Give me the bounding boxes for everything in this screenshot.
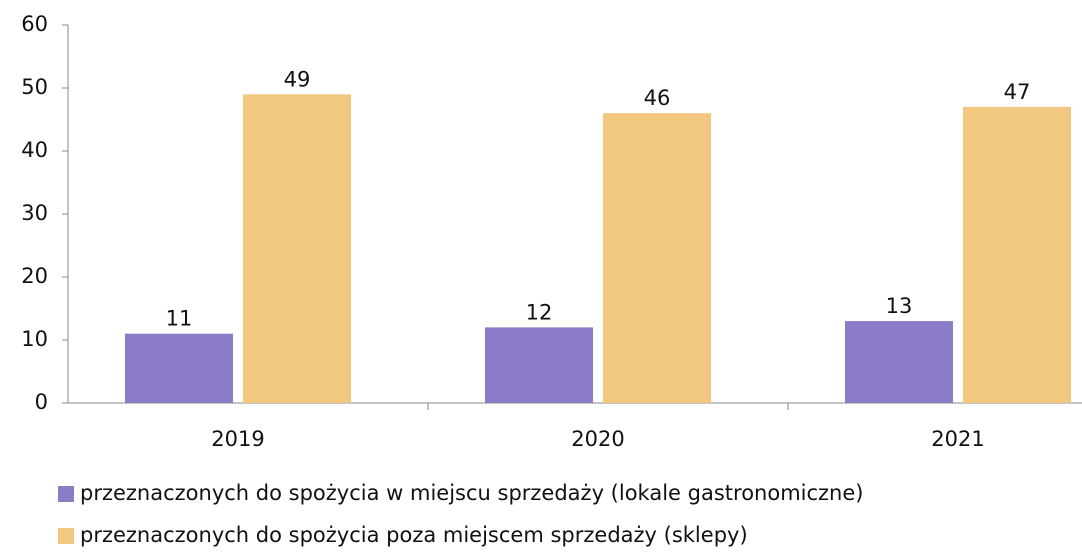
legend-label: przeznaczonych do spożycia w miejscu spr…: [80, 481, 863, 505]
y-tick-label: 0: [35, 390, 48, 414]
bar: [485, 327, 593, 403]
y-tick-label: 30: [21, 201, 48, 225]
data-label: 47: [1004, 80, 1031, 104]
data-label: 12: [526, 300, 553, 324]
legend-swatch: [58, 486, 74, 502]
x-tick-label: 2019: [211, 427, 264, 451]
y-tick-label: 40: [21, 138, 48, 162]
y-tick-label: 60: [21, 12, 48, 36]
legend-swatch: [58, 528, 74, 544]
data-label: 49: [284, 67, 311, 91]
bar: [603, 113, 711, 403]
bar: [845, 321, 953, 403]
data-label: 46: [644, 86, 671, 110]
x-tick-label: 2021: [931, 427, 984, 451]
y-tick-label: 50: [21, 75, 48, 99]
y-tick-label: 10: [21, 327, 48, 351]
bar: [963, 106, 1071, 404]
data-label: 13: [886, 294, 913, 318]
y-tick-label: 20: [21, 264, 48, 288]
bar: [125, 333, 233, 403]
data-label: 11: [166, 307, 193, 331]
x-tick-label: 2020: [571, 427, 624, 451]
bar: [243, 94, 351, 404]
legend-label: przeznaczonych do spożycia poza miejscem…: [80, 523, 748, 547]
